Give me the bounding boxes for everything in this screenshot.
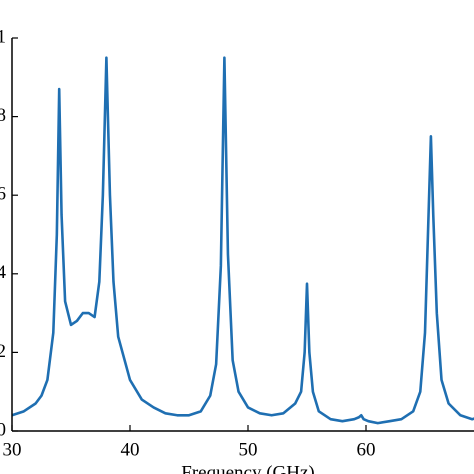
y-tick-label: 0.4 <box>0 262 7 283</box>
x-axis-label: Frequency (GHz) <box>181 462 314 474</box>
data-line <box>11 56 474 425</box>
x-tick-label: 30 <box>3 439 22 460</box>
y-tick-label: 1 <box>0 26 6 47</box>
y-tick-label: 0 <box>0 419 6 440</box>
y-tick-label: 0.6 <box>0 184 6 205</box>
x-tick-label: 60 <box>357 439 376 460</box>
x-tick-label: 50 <box>239 439 258 460</box>
y-tick-label: 0.2 <box>0 341 6 362</box>
x-tick-label: 40 <box>121 439 140 460</box>
y-tick-label: 0.8 <box>0 105 6 126</box>
